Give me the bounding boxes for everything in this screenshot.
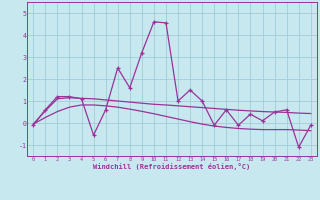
- X-axis label: Windchill (Refroidissement éolien,°C): Windchill (Refroidissement éolien,°C): [93, 163, 251, 170]
